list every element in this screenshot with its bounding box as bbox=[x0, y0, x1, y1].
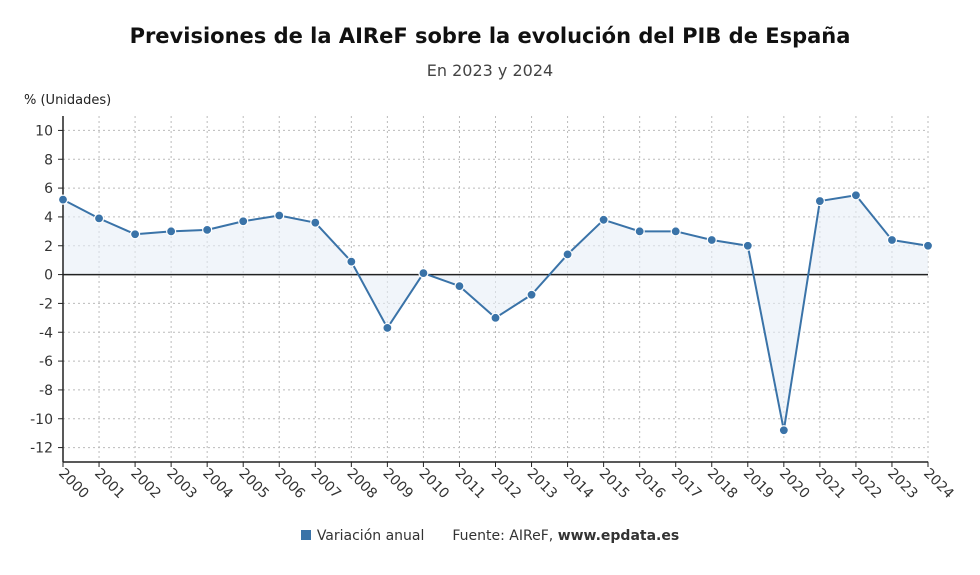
x-tick-label: 2006 bbox=[271, 466, 308, 503]
y-tick-label: 10 bbox=[35, 123, 53, 139]
data-point bbox=[886, 234, 898, 246]
x-tick-label: 2005 bbox=[235, 466, 272, 503]
data-point bbox=[778, 425, 789, 436]
data-point bbox=[238, 216, 249, 227]
x-tick-label: 2014 bbox=[560, 466, 597, 503]
data-point bbox=[490, 312, 501, 323]
y-tick-label: 4 bbox=[44, 210, 53, 226]
x-tick-label: 2021 bbox=[812, 466, 849, 503]
x-tick-label: 2015 bbox=[596, 466, 633, 503]
y-tick-label: -6 bbox=[39, 354, 53, 370]
y-tick-label: -10 bbox=[30, 412, 53, 428]
data-point bbox=[57, 194, 69, 205]
x-tick-label: 2023 bbox=[884, 466, 921, 503]
data-point bbox=[418, 268, 429, 279]
x-tick-label: 2012 bbox=[488, 466, 525, 503]
x-tick-label: 2004 bbox=[199, 466, 236, 503]
y-tick-label: -12 bbox=[30, 441, 53, 457]
data-point bbox=[382, 322, 393, 334]
x-tick-label: 2016 bbox=[632, 466, 669, 503]
chart-subtitle: En 2023 y 2024 bbox=[426, 61, 554, 80]
data-point bbox=[598, 214, 609, 225]
y-tick-label: -4 bbox=[39, 325, 53, 341]
data-point bbox=[129, 229, 141, 240]
y-tick-label: 6 bbox=[44, 181, 53, 197]
y-tick-label: -8 bbox=[39, 383, 53, 399]
source-site: www.epdata.es bbox=[557, 528, 680, 544]
data-point bbox=[922, 240, 934, 251]
data-point bbox=[454, 281, 465, 292]
chart-footer: Variación anual Fuente: AIReF, www.epdata… bbox=[0, 528, 980, 544]
x-tick-label: 2009 bbox=[380, 466, 417, 503]
x-tick-label: 2018 bbox=[704, 466, 741, 503]
data-point bbox=[526, 289, 537, 300]
y-tick-label: 8 bbox=[44, 152, 53, 168]
data-point bbox=[742, 240, 753, 251]
y-tick-label: 2 bbox=[44, 239, 53, 255]
x-tick-label: 2003 bbox=[163, 466, 200, 503]
data-point bbox=[850, 190, 862, 201]
data-point bbox=[814, 195, 825, 207]
x-tick-label: 2010 bbox=[416, 466, 453, 503]
data-point bbox=[670, 226, 681, 237]
legend-swatch bbox=[300, 530, 311, 540]
y-tick-label: -2 bbox=[39, 296, 53, 312]
data-point bbox=[310, 217, 321, 228]
x-tick-label: 2022 bbox=[848, 466, 885, 503]
x-tick-label: 2020 bbox=[776, 466, 813, 503]
x-tick-label: 2002 bbox=[127, 466, 164, 503]
data-point bbox=[93, 213, 105, 224]
y-axis-title: % (Unidades) bbox=[24, 93, 111, 108]
x-tick-label: 2000 bbox=[55, 466, 92, 503]
data-point bbox=[202, 224, 213, 235]
x-tick-label: 2008 bbox=[344, 466, 381, 503]
data-point bbox=[706, 234, 717, 246]
data-point bbox=[346, 256, 357, 267]
x-tick-label: 2013 bbox=[524, 466, 561, 503]
data-point bbox=[562, 249, 573, 260]
data-point bbox=[274, 210, 285, 221]
x-tick-label: 2001 bbox=[91, 466, 128, 503]
x-tick-label: 2017 bbox=[668, 466, 705, 503]
data-point bbox=[166, 226, 177, 237]
data-point bbox=[634, 226, 645, 237]
x-tick-label: 2019 bbox=[740, 466, 777, 503]
x-tick-label: 2024 bbox=[920, 466, 957, 503]
legend-label: Variación anual bbox=[316, 528, 425, 544]
x-tick-label: 2011 bbox=[452, 466, 489, 503]
x-tick-label: 2007 bbox=[307, 466, 344, 503]
source-prefix: Fuente: AIReF, bbox=[452, 528, 558, 544]
chart-title: Previsiones de la AIReF sobre la evoluci… bbox=[129, 24, 851, 48]
y-tick-label: 0 bbox=[44, 268, 53, 284]
